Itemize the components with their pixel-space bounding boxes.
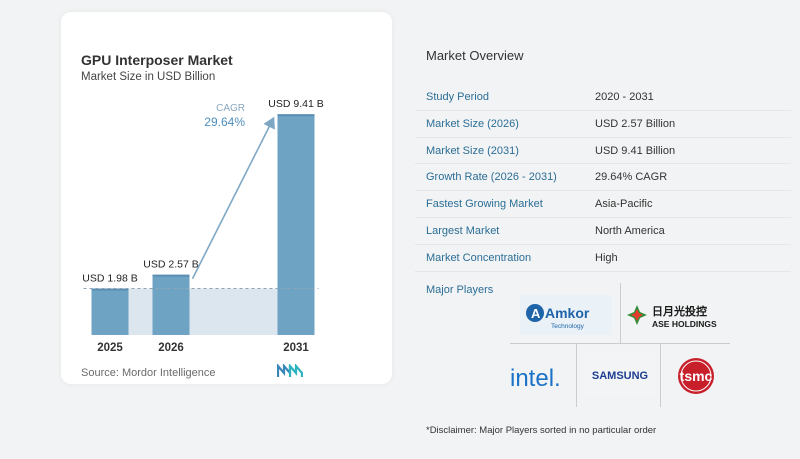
major-players-title: Major Players <box>426 284 494 296</box>
grid-divider <box>620 283 621 343</box>
intel-logo: intel. <box>508 351 574 401</box>
bar-top-edge <box>91 288 129 291</box>
chart-card: GPU Interposer Market Market Size in USD… <box>61 12 392 384</box>
amkor-logo-subtext: Technology <box>551 323 585 330</box>
tsmc-logo-text: tsmc <box>680 368 713 384</box>
grid-divider <box>660 343 661 407</box>
x-tick-label: 2026 <box>158 342 184 354</box>
bar <box>91 288 129 335</box>
major-players-logos: A Amkor Technology 日月光投控 ASE HOLDINGS in… <box>500 283 740 408</box>
market-size-bar-chart: USD 1.98 B USD 2.57 B USD 9.41 B 2025 2026 20… <box>82 98 323 354</box>
tsmc-logo: tsmc <box>666 351 732 401</box>
chart-title: GPU Interposer Market <box>81 52 233 68</box>
overview-label: Market Size (2031) <box>426 144 519 157</box>
overview-value: North America <box>595 224 665 237</box>
x-tick-label: 2031 <box>283 342 309 354</box>
overview-row: Market Concentration High <box>415 245 791 272</box>
overview-label: Market Concentration <box>426 251 532 264</box>
x-tick-label: 2025 <box>97 342 123 354</box>
samsung-logo: SAMSUNG <box>584 353 656 397</box>
cagr-arrow <box>191 116 275 280</box>
bar <box>277 114 315 335</box>
overview-value: 29.64% CAGR <box>595 171 668 184</box>
overview-row: Market Size (2026) USD 2.57 Billion <box>415 111 791 138</box>
overview-label: Growth Rate (2026 - 2031) <box>426 171 557 184</box>
overview-label: Study Period <box>426 91 489 103</box>
overview-row: Growth Rate (2026 - 2031) 29.64% CAGR <box>415 164 791 192</box>
bar-value-label: USD 9.41 B <box>268 98 323 110</box>
overview-value: USD 2.57 Billion <box>595 117 676 130</box>
overview-label: Market Size (2026) <box>426 117 519 130</box>
grid-divider <box>510 343 730 344</box>
samsung-logo-text: SAMSUNG <box>592 370 648 382</box>
overview-row: Fastest Growing Market Asia-Pacific <box>415 191 791 218</box>
amkor-logo-text: Amkor <box>545 305 590 321</box>
cagr-value: 29.64% <box>204 115 245 129</box>
disclaimer: *Disclaimer: Major Players sorted in no … <box>426 425 657 436</box>
market-overview-table: Study Period 2020 - 2031 Market Size (20… <box>415 84 791 272</box>
grid-divider <box>576 343 577 407</box>
amkor-logo: A Amkor Technology <box>520 295 612 335</box>
ase-logo-cjk-text: 日月光投控 <box>652 304 707 318</box>
overview-label: Largest Market <box>426 224 500 237</box>
overview-value: USD 9.41 Billion <box>595 144 676 157</box>
overview-row: Market Size (2031) USD 9.41 Billion <box>415 138 791 165</box>
overview-label: Fastest Growing Market <box>426 198 543 211</box>
chart-subtitle: Market Size in USD Billion <box>81 71 216 83</box>
cagr-label: CAGR <box>216 103 245 114</box>
growth-shade <box>91 288 315 335</box>
chart-source: Source: Mordor Intelligence <box>81 367 216 379</box>
bar <box>152 274 190 335</box>
ase-logo-text: ASE HOLDINGS <box>652 319 717 329</box>
mordor-intelligence-logo-icon <box>277 364 303 377</box>
bar-top-edge <box>277 114 315 117</box>
overview-value: High <box>595 251 618 264</box>
bar-value-label: USD 2.57 B <box>143 259 198 271</box>
svg-text:A: A <box>531 306 541 321</box>
overview-row: Study Period 2020 - 2031 <box>415 84 791 111</box>
bar-top-edge <box>152 274 190 277</box>
overview-value: Asia-Pacific <box>595 198 653 211</box>
ase-holdings-logo: 日月光投控 ASE HOLDINGS <box>624 295 736 335</box>
overview-value: 2020 - 2031 <box>595 91 654 103</box>
market-overview-title: Market Overview <box>426 48 524 63</box>
intel-logo-text: intel. <box>510 365 561 392</box>
bar-value-label: USD 1.98 B <box>82 273 137 285</box>
overview-row: Largest Market North America <box>415 218 791 245</box>
